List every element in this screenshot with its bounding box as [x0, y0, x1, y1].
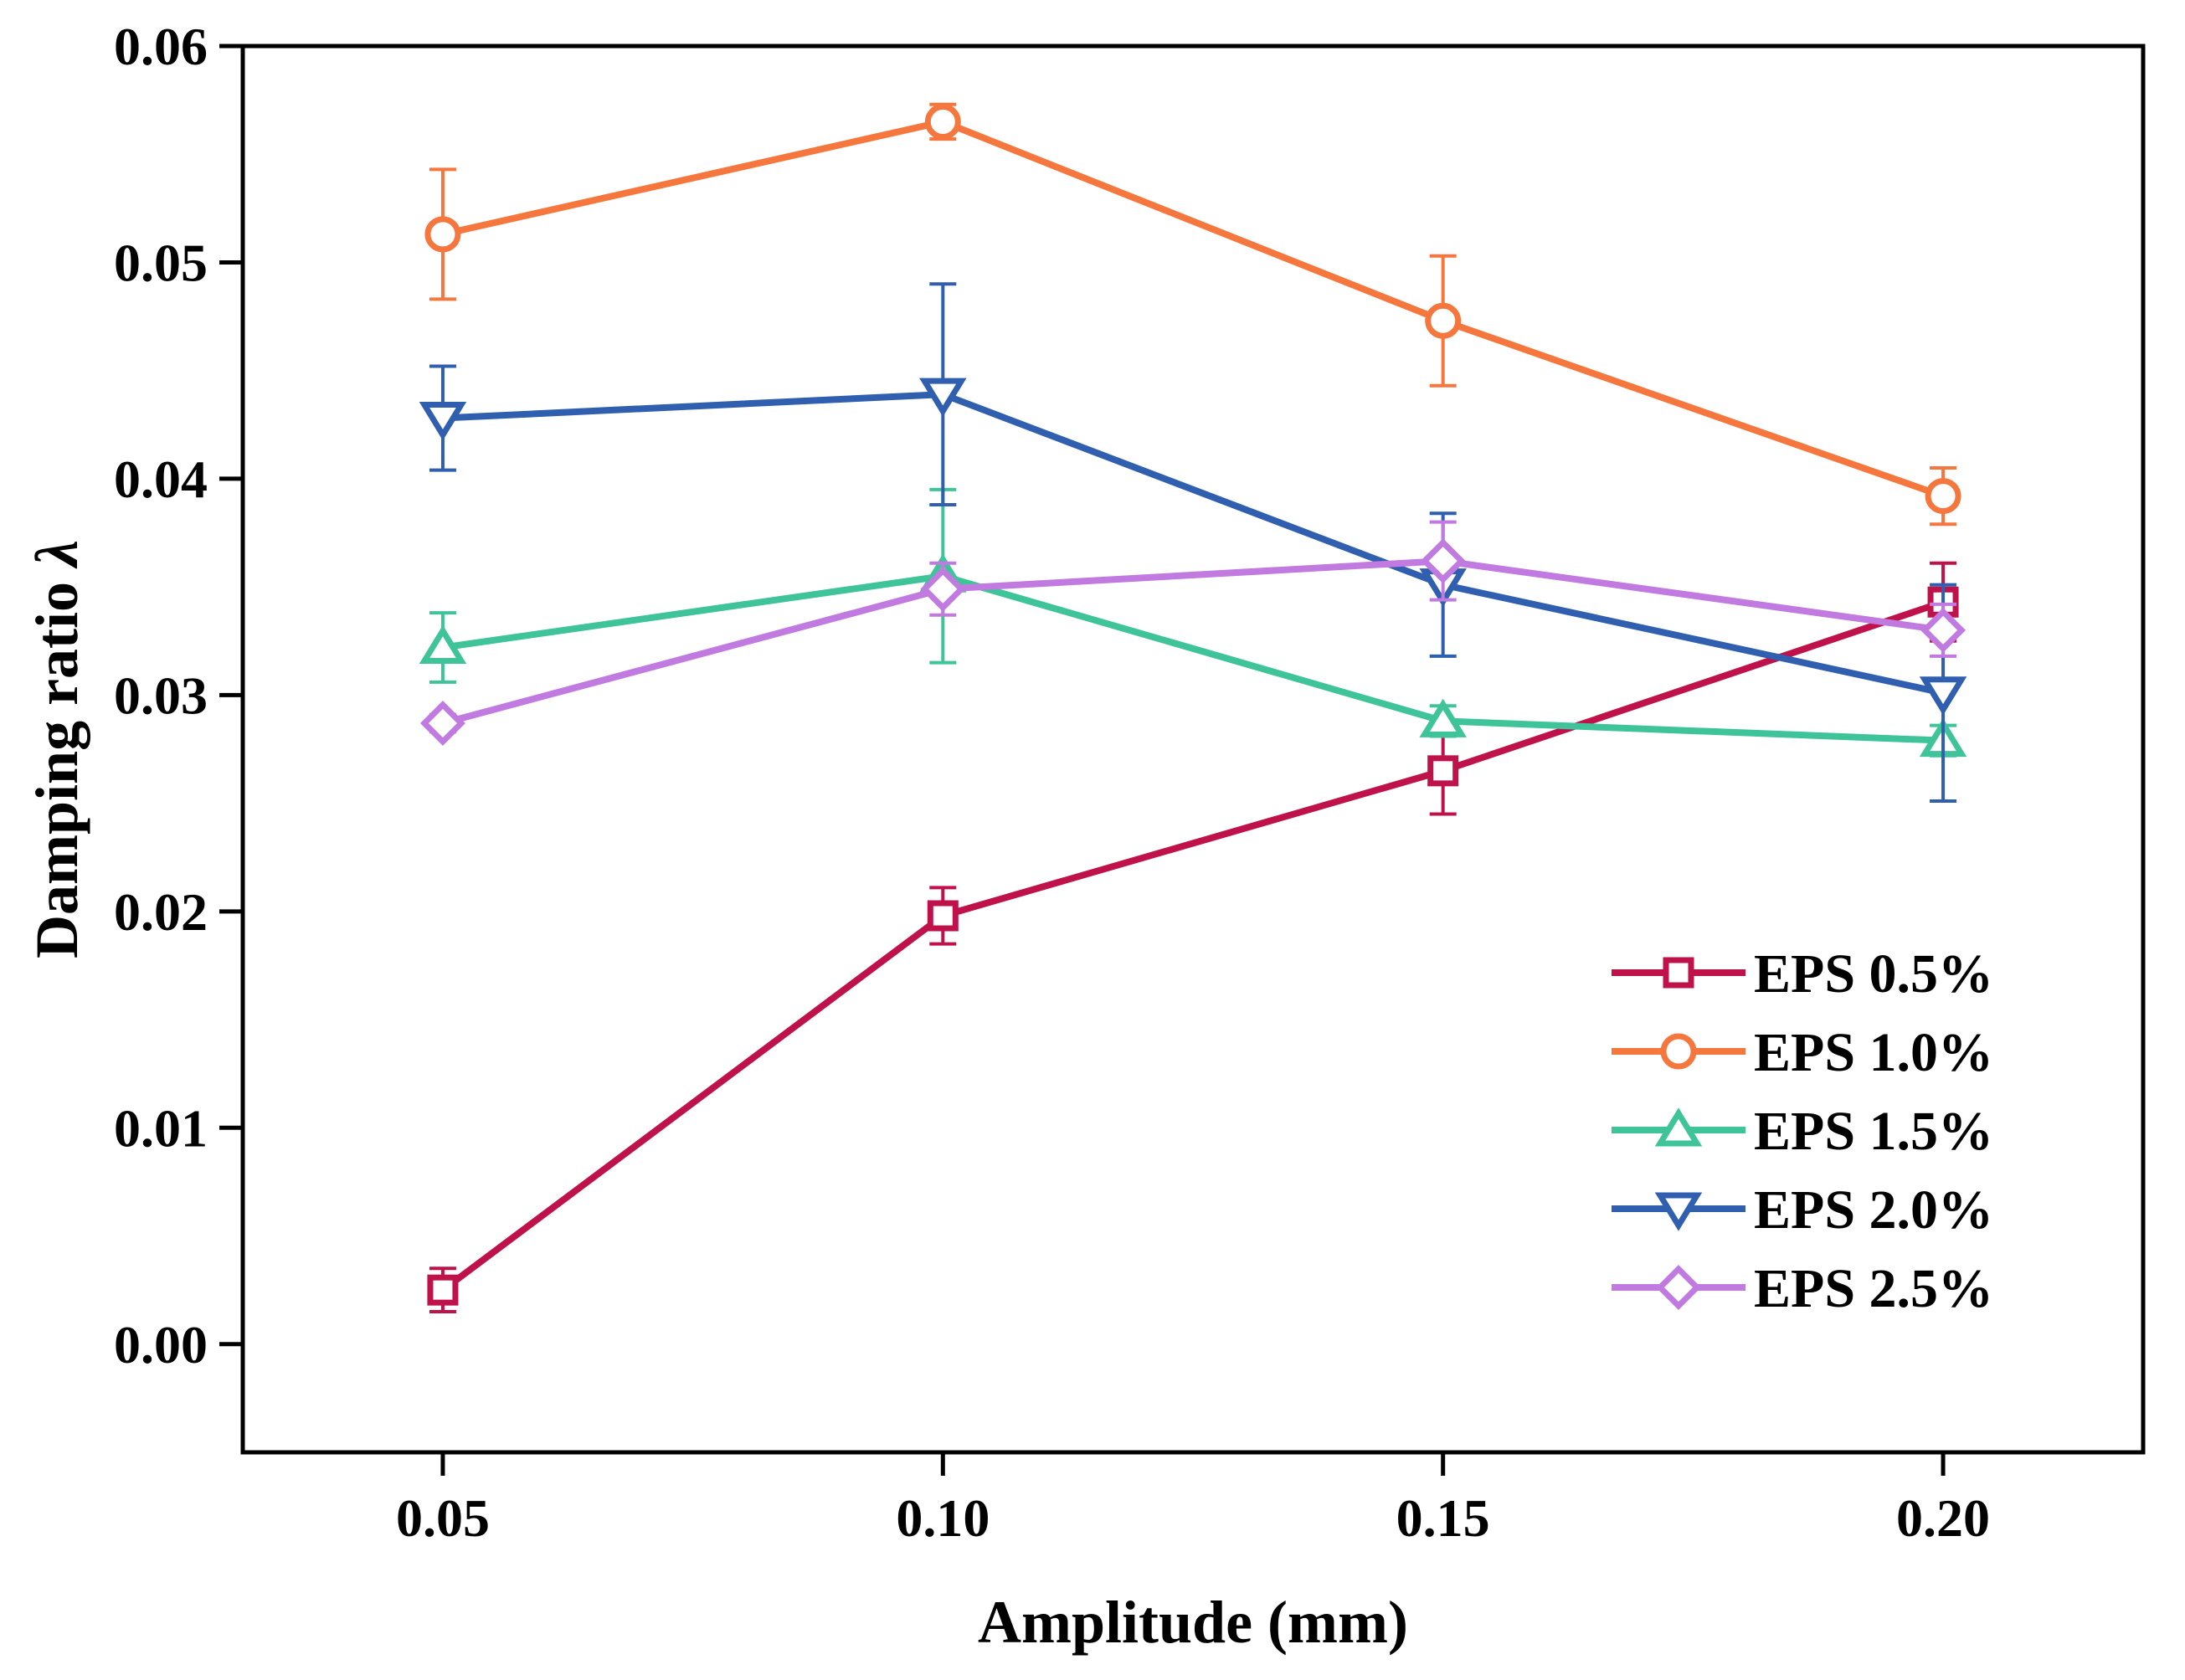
y-tick-label: 0.04 [114, 450, 208, 509]
y-tick-label: 0.00 [114, 1315, 208, 1374]
marker-diamond [1920, 607, 1966, 653]
x-tick-label: 0.20 [1896, 1488, 1990, 1548]
plot-frame [240, 44, 2146, 1455]
series-line [441, 557, 1944, 727]
y-axis-ticks: 0.00 0.01 0.02 0.03 0.04 0.05 0.06 [114, 17, 243, 1374]
marker-square [927, 900, 959, 932]
series-layer [419, 102, 1967, 1313]
series-line [442, 391, 1944, 696]
marker-square [427, 1274, 459, 1306]
y-axis-title-symbol: λ [23, 540, 90, 569]
x-tick-label: 0.05 [396, 1488, 490, 1548]
marker-triangle-down [419, 402, 467, 441]
series-line [440, 599, 1945, 1293]
x-axis-title: Amplitude (mm) [978, 1589, 1408, 1656]
series-eps-2-5- [419, 520, 1966, 746]
series-line [442, 118, 1945, 500]
marker-circle [1925, 478, 1961, 515]
legend-label: EPS 2.5% [1754, 1258, 1993, 1319]
marker-square [1427, 755, 1459, 787]
x-tick-label: 0.15 [1396, 1488, 1490, 1548]
y-axis-title-text: Damping ratio [23, 567, 90, 958]
legend-label: EPS 2.0% [1754, 1179, 1993, 1241]
y-tick-label: 0.02 [114, 882, 208, 942]
x-axis-ticks: 0.05 0.10 0.15 0.20 [396, 1452, 1990, 1548]
marker-triangle-down [1654, 1192, 1703, 1231]
marker-diamond [1420, 538, 1466, 584]
marker-circle [924, 103, 961, 140]
legend-label: EPS 1.0% [1754, 1022, 1993, 1083]
legend: EPS 0.5% EPS 1.0% EPS 1.5% EPS 2.0% EPS 2.5% [1612, 943, 1993, 1319]
y-tick-label: 0.03 [114, 665, 208, 725]
marker-circle [1660, 1033, 1697, 1070]
legend-item: EPS 2.5% [1612, 1258, 1993, 1319]
y-tick-label: 0.05 [114, 233, 208, 292]
marker-triangle-down [1919, 676, 1967, 716]
series-eps-2-0- [419, 282, 1967, 804]
series-line [442, 573, 1944, 744]
marker-diamond [419, 701, 465, 746]
y-tick-label: 0.01 [114, 1098, 208, 1158]
marker-circle [424, 216, 461, 253]
legend-item: EPS 2.0% [1612, 1179, 1993, 1241]
marker-diamond [920, 566, 966, 612]
y-axis-title: Damping ratio λ [23, 540, 90, 958]
legend-label: EPS 0.5% [1754, 943, 1993, 1004]
marker-triangle-up [1654, 1107, 1703, 1147]
legend-item: EPS 1.0% [1612, 1022, 1993, 1083]
x-tick-label: 0.10 [896, 1488, 990, 1548]
marker-triangle-up [419, 624, 467, 665]
y-tick-label: 0.06 [114, 17, 208, 76]
marker-triangle-down [919, 378, 967, 417]
legend-label: EPS 1.5% [1754, 1101, 1993, 1162]
legend-item: EPS 0.5% [1612, 943, 1993, 1004]
marker-circle [1425, 302, 1462, 339]
series-eps-1-0- [424, 102, 1961, 527]
marker-triangle-up [1419, 698, 1467, 737]
marker-diamond [1656, 1265, 1701, 1310]
legend-item: EPS 1.5% [1612, 1101, 1993, 1162]
marker-square [1663, 957, 1694, 989]
series-eps-0-5- [427, 561, 1959, 1313]
